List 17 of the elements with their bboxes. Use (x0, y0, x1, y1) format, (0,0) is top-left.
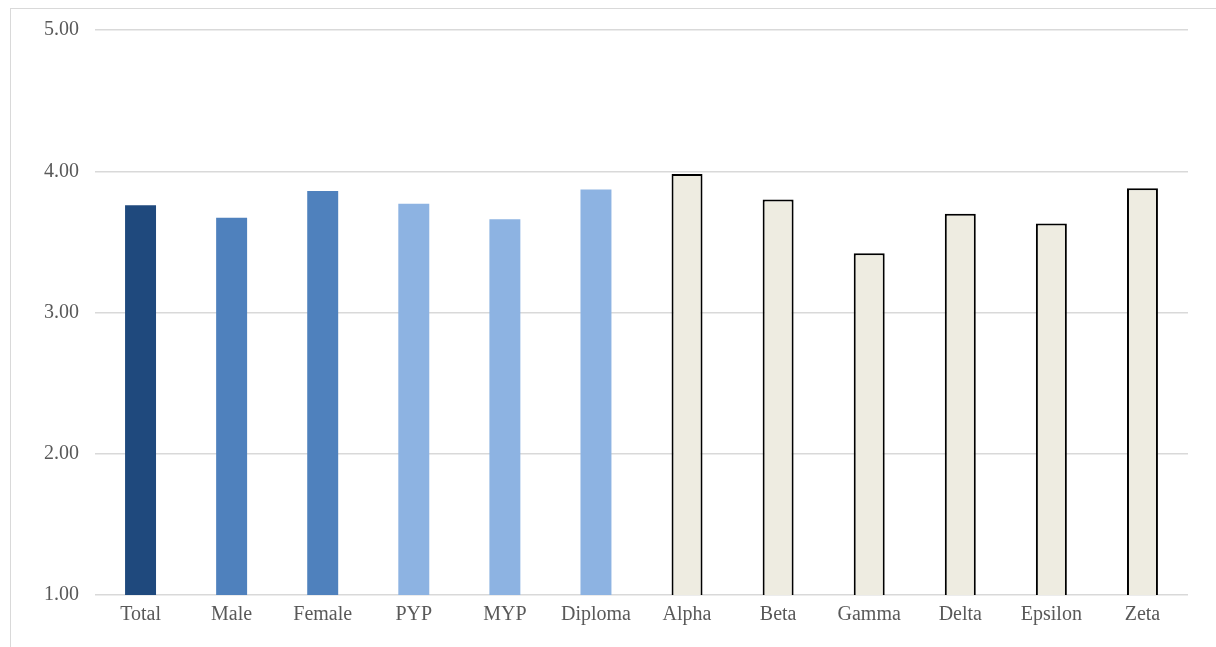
y-tick-label: 4.00 (44, 158, 79, 181)
x-tick-label: Gamma (837, 602, 901, 625)
y-tick-label: 3.00 (44, 299, 79, 322)
y-tick-label: 2.00 (44, 441, 79, 463)
x-tick-label: PYP (395, 602, 433, 625)
x-tick-label: Delta (938, 602, 983, 625)
x-tick-label: Epsilon (1020, 602, 1082, 626)
x-tick-label: Male (211, 602, 253, 625)
x-tick-label: Diploma (560, 602, 632, 626)
x-tick-label: Female (293, 602, 353, 625)
x-tick-label: Alpha (662, 602, 712, 626)
x-tick-label: Beta (759, 602, 797, 625)
y-tick-label: 1.00 (44, 582, 79, 605)
x-tick-label: Zeta (1124, 602, 1161, 625)
x-tick-label: Total (120, 602, 162, 625)
x-tick-label: MYP (483, 602, 527, 625)
y-tick-label: 5.00 (44, 17, 79, 40)
